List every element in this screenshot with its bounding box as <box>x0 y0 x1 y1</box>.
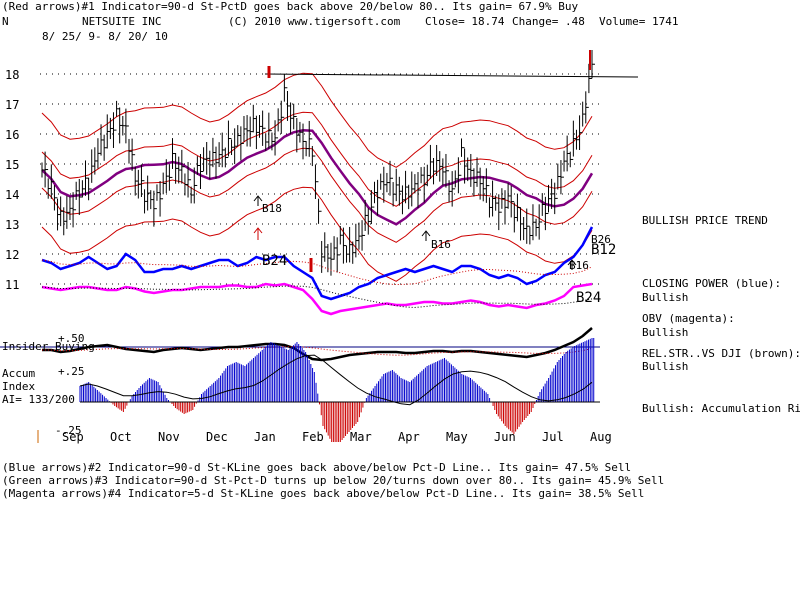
annotation-b24-right: B24 <box>576 290 602 306</box>
close-value: Close= 18.74 <box>425 15 505 28</box>
accumulation-status: Bullish: Accumulation Rising <box>642 402 800 415</box>
accum-label: Accum <box>2 367 36 380</box>
annotation-b16-b: B16 <box>569 259 589 272</box>
date-range: 8/ 25/ 9- 8/ 20/ 10 <box>42 30 168 43</box>
footer-line-3: (Green arrows)#3 Indicator=90-d St-Pct-D… <box>2 474 665 487</box>
closing-power-line <box>41 226 594 301</box>
closing-power-status: Bullish <box>642 291 689 304</box>
company-name: NETSUITE INC <box>82 15 162 28</box>
y-tick-label: 14 <box>5 188 19 202</box>
relstr-status: Bullish <box>642 360 689 373</box>
annotation-b12: B12 <box>591 242 617 258</box>
insider-tick-plus50: +.50 <box>58 332 85 345</box>
price-grid <box>40 73 600 285</box>
red-arrow-markers <box>267 50 591 272</box>
x-tick-label: Jul <box>542 430 564 444</box>
x-tick-label: Nov <box>158 430 180 444</box>
x-tick-label: Apr <box>398 430 420 444</box>
index-label: Index <box>2 380 36 393</box>
y-tick-label: 15 <box>5 158 19 172</box>
upper-inner-band-line <box>41 111 593 207</box>
relative-strength-ma-line <box>42 346 593 356</box>
accum-tick-minus25: -.25 <box>55 424 82 437</box>
obv-line <box>41 282 593 316</box>
x-tick-label: Mar <box>350 430 372 444</box>
ai-score: AI= 133/200 <box>2 393 75 406</box>
arrow-pointers <box>253 195 577 270</box>
price-bars <box>41 50 595 276</box>
x-tick-label: Feb <box>302 430 324 444</box>
relative-strength-line <box>42 327 593 362</box>
x-tick-label: May <box>446 430 468 444</box>
ticker-symbol: N <box>2 15 9 28</box>
change-value: Change= .48 <box>512 15 585 28</box>
lower-band-line <box>41 186 593 282</box>
resistance-line <box>264 73 639 78</box>
x-tick-label: Sep <box>62 430 84 444</box>
upper-band-line <box>41 72 593 168</box>
accumulation-histogram <box>79 338 595 442</box>
price-y-ticks: 11 12 13 14 15 16 17 18 <box>5 68 19 292</box>
x-tick-label: Oct <box>110 430 132 444</box>
obv-label: OBV (magenta): <box>642 312 735 325</box>
footer-line-2: (Blue arrows)#2 Indicator=90-d St-KLine … <box>2 461 632 474</box>
x-tick-label: Aug <box>590 430 612 444</box>
y-tick-label: 12 <box>5 248 19 262</box>
copyright: (C) 2010 www.tigersoft.com <box>228 15 401 28</box>
y-tick-label: 13 <box>5 218 19 232</box>
relstr-label: REL.STR..VS DJI (brown): <box>642 347 800 360</box>
accum-tick-plus25: +.25 <box>58 365 85 378</box>
price-trend-status: BULLISH PRICE TREND <box>642 214 768 227</box>
x-tick-label: Jun <box>494 430 516 444</box>
obv-status: Bullish <box>642 326 689 339</box>
annotation-b24-main: B24 <box>262 253 288 269</box>
y-tick-label: 16 <box>5 128 19 142</box>
insider-buying-label: Insider Buying <box>2 340 95 353</box>
accumulation-ma-line <box>79 354 593 406</box>
closing-power-ma-line <box>41 259 593 286</box>
annotation-b16-a: B16 <box>431 238 451 251</box>
footer-line-4: (Magenta arrows)#4 Indicator=5-d St-KLin… <box>2 487 645 500</box>
y-tick-label: 18 <box>5 68 19 82</box>
lower-inner-band-line <box>41 147 593 243</box>
annotation-b26: B26 <box>591 233 611 246</box>
closing-power-label: CLOSING POWER (blue): <box>642 277 782 290</box>
x-tick-label: Dec <box>206 430 228 444</box>
moving-average-line <box>41 129 594 226</box>
y-tick-label: 17 <box>5 98 19 112</box>
y-tick-label: 11 <box>5 278 19 292</box>
header-line-1: (Red arrows)#1 Indicator=90-d St-PctD go… <box>2 0 579 13</box>
volume-value: Volume= 1741 <box>599 15 679 28</box>
x-tick-label: Jan <box>254 430 276 444</box>
annotation-b18: B18 <box>262 202 282 215</box>
